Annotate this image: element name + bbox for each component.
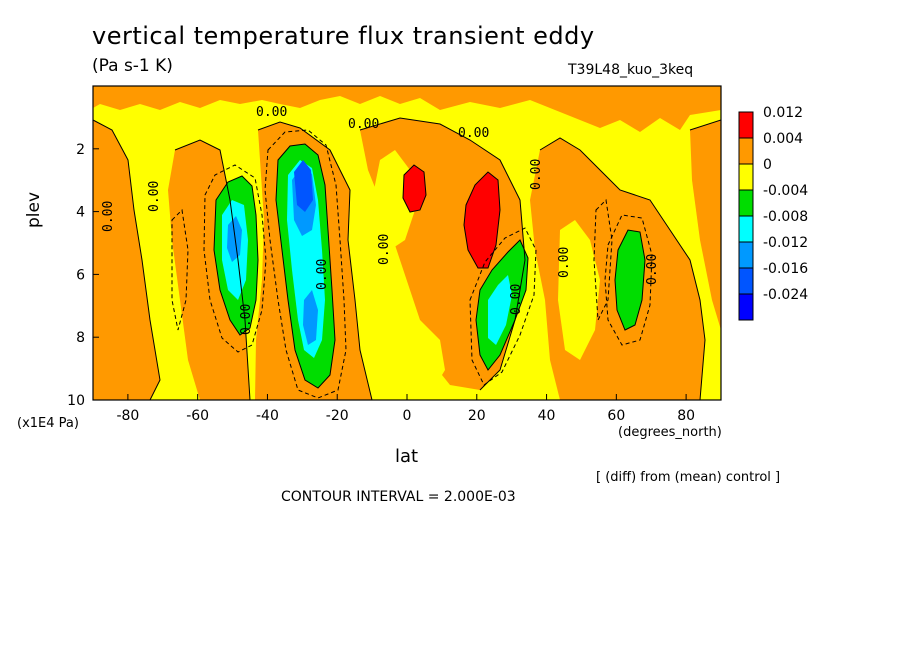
- contour-line-dashed: [604, 214, 653, 346]
- y-tick-label: 6: [76, 267, 85, 283]
- x-axis-label: lat: [395, 446, 419, 467]
- chart-units: (Pa s-1 K): [92, 56, 173, 76]
- contour-label: 0.00: [147, 181, 162, 212]
- colorbar-swatch: [738, 163, 754, 191]
- x-tick-label: -40: [256, 408, 279, 424]
- contour-label: 0.00: [256, 105, 287, 120]
- x-axis: -80 -60 -40 -20 0 20 40 60 80: [116, 394, 695, 424]
- colorbar-label: 0: [763, 157, 772, 173]
- blue-region-sh-30s-b: [294, 160, 313, 212]
- contour-label: 0.00: [458, 126, 489, 141]
- y-tick-label: 8: [76, 330, 85, 346]
- contour-line-dashed: [469, 227, 537, 386]
- colorbar-swatch: [738, 267, 754, 295]
- chart-title: vertical temperature flux transient eddy: [92, 22, 595, 50]
- y-tick-label: 2: [76, 142, 85, 158]
- contour-field: [93, 86, 721, 400]
- colorbar-label: -0.024: [763, 287, 808, 303]
- orange-region-west: [93, 120, 160, 400]
- x-tick-label: 0: [403, 408, 412, 424]
- orange-region-far-east: [690, 120, 721, 330]
- colorbar: 0.012 0.004 0 -0.004 -0.008 -0.012 -0.016 -0.02…: [738, 105, 808, 321]
- colorbar-label: 0.004: [763, 131, 803, 147]
- colorbar-label: -0.004: [763, 183, 808, 199]
- contour-labels: 0.00 0.00 0.00 0.00 0.00 0.00 0.00 0.00 …: [101, 105, 660, 335]
- run-name: T39L48_kuo_3keq: [568, 62, 694, 78]
- x-tick-label: -80: [116, 408, 139, 424]
- colorbar-swatch: [738, 111, 754, 139]
- contour-line: [257, 121, 373, 400]
- contour-label: 0.00: [377, 234, 392, 265]
- colorbar-swatch: [738, 189, 754, 217]
- negative-contour-lines: [171, 129, 653, 399]
- contour-line: [93, 119, 161, 400]
- contour-lines: [93, 117, 721, 400]
- yellow-pocket-2: [558, 220, 600, 360]
- contour-line-dashed: [203, 164, 267, 353]
- colorbar-label: -0.016: [763, 261, 808, 277]
- red-max-20n: [464, 172, 500, 268]
- y-tick-label: 4: [76, 205, 85, 221]
- colorbar-swatch: [738, 293, 754, 321]
- contour-label: 0.00: [348, 117, 379, 132]
- yellow-pocket-3: [393, 320, 445, 395]
- contour-line: [463, 171, 501, 269]
- y-axis: 2 4 6 8 10: [67, 142, 99, 409]
- y-tick-label: 10: [67, 393, 85, 409]
- orange-region-top: [93, 86, 721, 132]
- colorbar-swatch: [738, 241, 754, 269]
- contour-label: 0.00: [557, 247, 572, 278]
- contour-line: [539, 137, 706, 400]
- contour-line: [402, 164, 427, 213]
- colorbar-label: 0.012: [763, 105, 803, 121]
- x-tick-label: -60: [186, 408, 209, 424]
- contour-line: [213, 175, 259, 336]
- x-tick-label: 80: [677, 408, 695, 424]
- contour-label: 0.00: [239, 304, 254, 335]
- contour-line: [174, 139, 251, 400]
- blue-region-sh-50s: [227, 216, 242, 262]
- cyan-region-nh-25n: [488, 275, 512, 345]
- contour-label: 0.00: [529, 159, 544, 190]
- colorbar-label: -0.012: [763, 235, 808, 251]
- contour-line: [614, 229, 646, 331]
- contour-line: [475, 239, 529, 371]
- x-axis-units: (degrees_north): [618, 425, 722, 440]
- diff-note: [ (diff) from (mean) control ]: [596, 470, 781, 485]
- colorbar-swatch: [738, 137, 754, 165]
- contour-line-dashed: [171, 208, 189, 331]
- blue-region-sh-30s-c: [303, 290, 318, 345]
- colorbar-label: -0.008: [763, 209, 808, 225]
- red-max-equator: [403, 165, 426, 212]
- x-tick-label: 40: [538, 408, 556, 424]
- contour-label: 0.00: [315, 259, 330, 290]
- contour-line: [359, 117, 526, 391]
- colorbar-swatch: [738, 215, 754, 243]
- green-region-nh-60n: [615, 230, 645, 330]
- contour-line-dashed: [264, 129, 347, 399]
- y-axis-label: plev: [24, 191, 44, 228]
- contour-label: 0.00: [509, 284, 524, 315]
- contour-line: [275, 143, 336, 389]
- contour-line-dashed: [593, 198, 613, 322]
- y-axis-units: (x1E4 Pa): [17, 416, 79, 431]
- contour-line: [689, 119, 721, 131]
- contour-label: 0.00: [645, 254, 660, 285]
- x-tick-label: 20: [468, 408, 486, 424]
- x-tick-label: 60: [607, 408, 625, 424]
- contour-interval: CONTOUR INTERVAL = 2.000E-03: [281, 489, 516, 505]
- contour-label: 0.00: [101, 201, 116, 232]
- x-tick-label: -20: [326, 408, 349, 424]
